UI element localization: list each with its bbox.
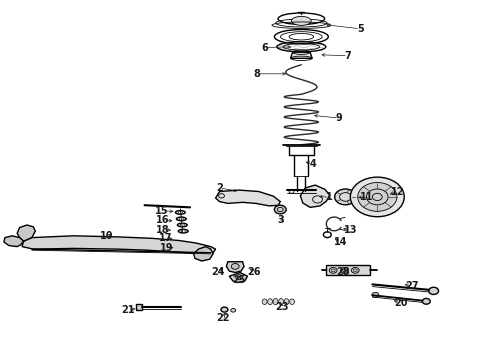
Text: 24: 24 <box>211 267 225 277</box>
Text: 16: 16 <box>156 215 170 225</box>
Text: 12: 12 <box>391 186 405 197</box>
Polygon shape <box>17 225 35 241</box>
Text: 7: 7 <box>344 51 351 61</box>
Text: 28: 28 <box>336 267 350 277</box>
Text: 13: 13 <box>343 225 357 235</box>
Text: 8: 8 <box>254 69 261 79</box>
Ellipse shape <box>268 299 272 305</box>
Text: 14: 14 <box>334 237 347 247</box>
Circle shape <box>231 264 239 269</box>
Circle shape <box>329 267 337 273</box>
Text: 2: 2 <box>216 183 223 193</box>
Circle shape <box>231 309 236 312</box>
Ellipse shape <box>175 211 185 214</box>
Polygon shape <box>300 185 330 207</box>
Ellipse shape <box>292 16 311 25</box>
Ellipse shape <box>177 223 187 227</box>
Ellipse shape <box>284 299 289 305</box>
Polygon shape <box>194 247 213 261</box>
Text: 23: 23 <box>275 302 289 312</box>
Circle shape <box>274 205 286 214</box>
Circle shape <box>335 189 356 205</box>
Text: 5: 5 <box>357 24 364 34</box>
Polygon shape <box>4 236 24 247</box>
Circle shape <box>179 217 183 220</box>
FancyBboxPatch shape <box>326 265 370 275</box>
Text: 1: 1 <box>326 192 333 202</box>
Text: 21: 21 <box>122 305 135 315</box>
Circle shape <box>358 183 397 211</box>
Text: 6: 6 <box>261 42 268 53</box>
Circle shape <box>180 224 184 226</box>
Circle shape <box>236 275 243 280</box>
Circle shape <box>341 267 348 273</box>
Ellipse shape <box>273 298 278 305</box>
Ellipse shape <box>279 298 284 305</box>
Text: 27: 27 <box>405 281 418 291</box>
Text: 3: 3 <box>277 215 284 225</box>
Text: 26: 26 <box>247 267 261 277</box>
Polygon shape <box>22 236 216 254</box>
Circle shape <box>221 307 228 312</box>
Text: 20: 20 <box>394 298 408 308</box>
Text: 18: 18 <box>156 225 170 235</box>
Text: 15: 15 <box>155 206 169 216</box>
FancyBboxPatch shape <box>136 304 142 310</box>
Ellipse shape <box>176 217 186 221</box>
Text: 19: 19 <box>160 243 173 253</box>
Ellipse shape <box>262 299 267 305</box>
Circle shape <box>372 292 379 297</box>
Text: 9: 9 <box>336 113 343 123</box>
Ellipse shape <box>290 299 294 305</box>
Circle shape <box>422 298 430 304</box>
Ellipse shape <box>178 229 188 233</box>
Polygon shape <box>226 262 244 273</box>
Text: 25: 25 <box>232 275 246 285</box>
Text: 22: 22 <box>216 312 230 323</box>
Text: 10: 10 <box>100 231 114 241</box>
Circle shape <box>429 287 439 294</box>
Polygon shape <box>216 190 280 206</box>
Circle shape <box>351 267 359 273</box>
Text: 4: 4 <box>309 159 316 169</box>
Polygon shape <box>229 273 247 283</box>
Text: 11: 11 <box>360 192 373 202</box>
Polygon shape <box>291 52 312 58</box>
Circle shape <box>181 230 185 233</box>
Circle shape <box>178 211 182 214</box>
Text: 17: 17 <box>159 233 172 243</box>
Circle shape <box>350 177 404 217</box>
